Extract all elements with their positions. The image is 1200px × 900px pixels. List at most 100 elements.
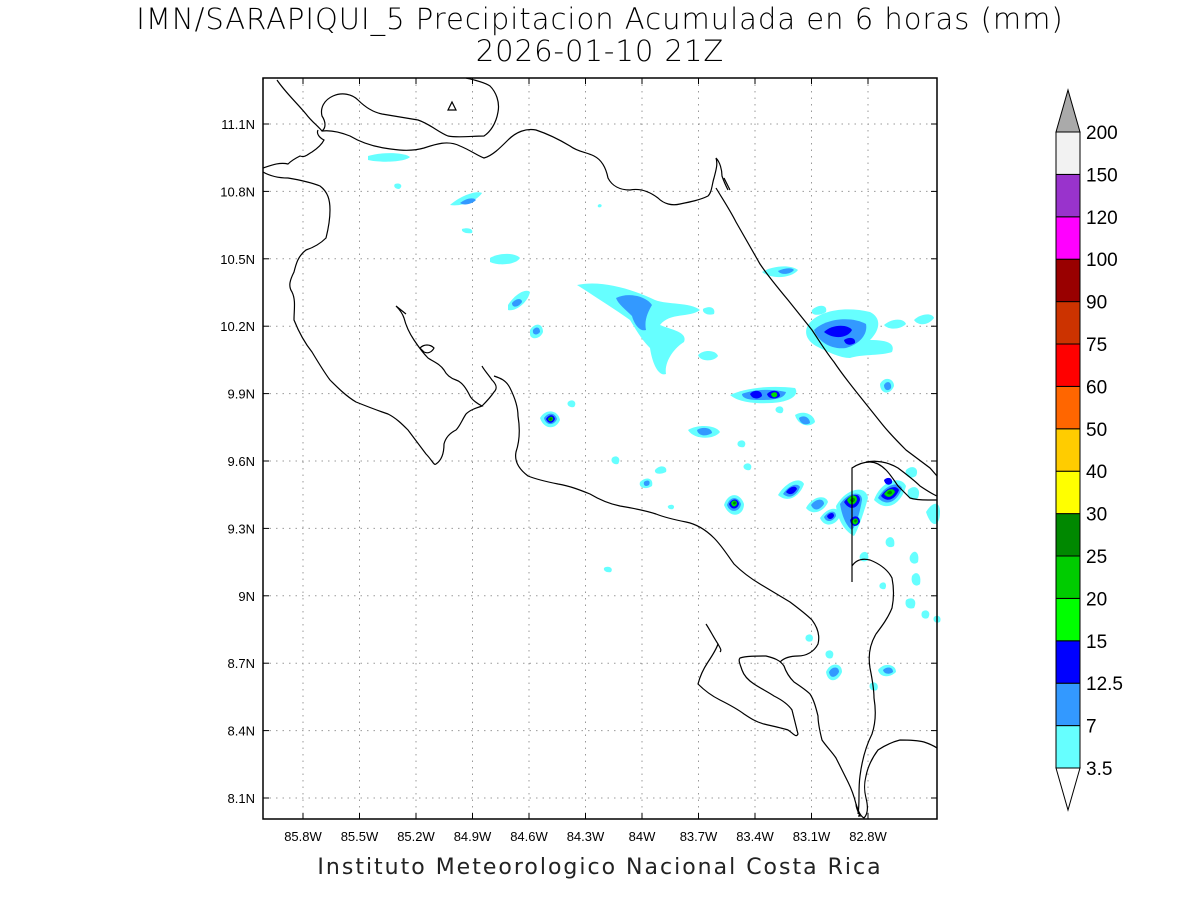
map-frame <box>262 77 938 820</box>
colorbar-swatch <box>1055 301 1081 345</box>
colorbar-swatch <box>1055 343 1081 387</box>
colorbar-min-arrow <box>1055 767 1081 812</box>
map-subtitle-datetime: 2026-01-10 21Z <box>475 34 725 68</box>
lon-label: 84W <box>629 829 656 844</box>
colorbar-swatch <box>1055 470 1081 515</box>
nicaragua-border <box>321 128 731 206</box>
precip-area <box>654 466 667 474</box>
precip-area <box>394 183 402 189</box>
precip-area <box>611 456 620 465</box>
lon-label: 84.9W <box>454 829 492 844</box>
lat-label: 9.9N <box>228 387 255 402</box>
colorbar-label: 90 <box>1086 293 1107 314</box>
colorbar-label: 25 <box>1086 547 1107 568</box>
caribbean-coast <box>715 187 938 477</box>
precip-area <box>905 467 918 478</box>
lat-label: 10.2N <box>220 319 255 334</box>
lon-label: 85.2W <box>397 829 435 844</box>
lat-label: 11.1N <box>221 117 255 132</box>
precip-area <box>811 305 827 315</box>
peninsula-tip-2 <box>705 623 722 653</box>
colorbar-label: 50 <box>1086 420 1107 441</box>
colorbar-label: 150 <box>1086 165 1118 186</box>
bocas-del-toro-coast <box>865 460 938 497</box>
osa-peninsula <box>697 643 938 819</box>
lon-label: 83.7W <box>680 829 718 844</box>
precip-area <box>827 513 834 519</box>
precip-area <box>926 503 940 525</box>
precip-area <box>490 253 520 265</box>
precip-area <box>549 417 552 421</box>
colorbar-swatch <box>1055 258 1081 303</box>
precip-area <box>450 192 482 206</box>
colorbar-swatch <box>1055 725 1081 769</box>
precip-area <box>824 325 852 338</box>
precip-area <box>597 204 602 208</box>
lon-label: 84.3W <box>567 829 605 844</box>
colorbar-label: 30 <box>1086 505 1107 526</box>
colorbar-swatch <box>1055 428 1081 472</box>
caribbean-island <box>447 100 457 111</box>
lon-label: 82.8W <box>849 829 887 844</box>
precip-area <box>921 610 930 619</box>
colorbar-swatch <box>1055 682 1081 727</box>
colorbar-label: 200 <box>1086 123 1118 144</box>
precip-area <box>567 400 576 408</box>
precip-area <box>750 390 762 399</box>
colorbar-swatch <box>1055 555 1081 599</box>
precip-area <box>786 486 797 495</box>
colorbar-label: 20 <box>1086 589 1107 610</box>
precip-area <box>884 319 906 329</box>
precip-area <box>811 499 824 510</box>
colorbar-swatch <box>1055 173 1081 218</box>
coastlines-borders <box>262 77 938 819</box>
colorbar-label: 12.5 <box>1086 674 1123 695</box>
precip-area <box>909 551 919 564</box>
puntarenas-gulf <box>481 365 820 663</box>
colorbar-swatch <box>1055 513 1081 557</box>
footer-credit: Instituto Meteorologico Nacional Costa R… <box>317 855 883 880</box>
colorbar-swatch <box>1055 597 1081 642</box>
colorbar-label: 3.5 <box>1086 759 1112 780</box>
precip-area <box>844 337 856 345</box>
nicoya-island <box>419 344 435 354</box>
colorbar-label: 40 <box>1086 462 1107 483</box>
map-title: IMN/SARAPIQUI_5 Precipitacion Acumulada … <box>136 2 1064 36</box>
lon-label: 85.5W <box>341 829 379 844</box>
precip-area <box>697 427 712 436</box>
lat-label: 9.6N <box>228 454 255 469</box>
map-gridlines <box>263 78 937 819</box>
precip-area <box>733 501 736 505</box>
coastline-pacific-north <box>262 77 500 138</box>
precip-area <box>825 650 834 659</box>
precip-area <box>884 382 892 391</box>
lat-label: 10.5N <box>220 252 255 267</box>
precip-area <box>577 283 700 375</box>
precip-area <box>885 537 895 548</box>
colorbar-label: 75 <box>1086 335 1107 356</box>
precipitation-areas <box>368 153 941 691</box>
lat-label: 9N <box>238 589 255 604</box>
lon-label: 85.8W <box>284 829 322 844</box>
colorbar-label: 100 <box>1086 250 1118 271</box>
precip-area <box>805 634 813 642</box>
precip-area <box>914 314 934 325</box>
lon-label: 83.1W <box>793 829 831 844</box>
lon-label: 83.4W <box>736 829 774 844</box>
colorbar-swatch <box>1055 640 1081 684</box>
precip-area <box>743 463 752 471</box>
precip-area <box>461 228 473 234</box>
precip-area <box>907 487 920 500</box>
precip-area <box>911 573 921 586</box>
peninsula-tip-3 <box>855 803 861 817</box>
precip-area <box>775 406 784 414</box>
colorbar-swatch <box>1055 216 1081 260</box>
lon-label: 84.6W <box>510 829 548 844</box>
lat-label: 9.3N <box>228 521 255 536</box>
precip-area <box>905 598 916 609</box>
precip-area <box>829 667 839 677</box>
precip-area <box>616 295 652 331</box>
precip-area <box>512 299 522 307</box>
precip-area <box>883 667 893 674</box>
